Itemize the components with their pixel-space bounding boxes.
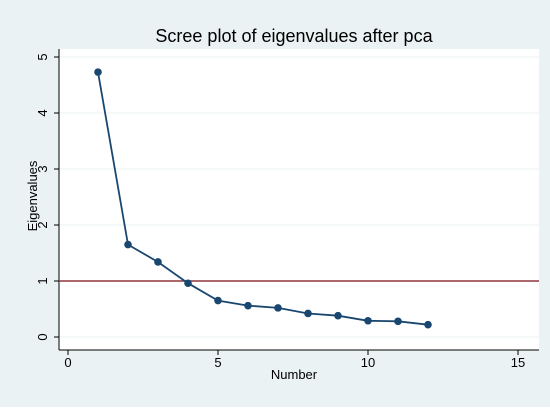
data-point	[274, 304, 282, 312]
data-point	[364, 316, 372, 325]
data-point	[304, 309, 312, 318]
y-tick-label: 3	[35, 165, 50, 172]
y-tick-label: 4	[35, 109, 50, 116]
plot-area	[59, 49, 539, 350]
y-tick-label: 1	[35, 277, 50, 284]
y-tick-label: 5	[35, 53, 50, 60]
y-tick-label: 0	[35, 333, 50, 340]
x-tick-label: 5	[214, 355, 221, 370]
x-tick-label: 15	[511, 355, 525, 370]
chart-title: Scree plot of eigenvalues after pca	[155, 26, 433, 46]
data-point	[124, 240, 132, 249]
x-tick-label: 10	[361, 355, 375, 370]
data-point	[184, 279, 192, 288]
data-point	[394, 317, 402, 326]
series-group	[94, 68, 432, 329]
y-tick-label: 2	[35, 221, 50, 228]
data-point	[154, 258, 162, 266]
axes: 0 1 2 3 4 5 0 5 10 15	[35, 49, 539, 370]
data-point	[334, 311, 342, 320]
x-tick-label: 0	[64, 355, 71, 370]
y-axis-label: Eigenvalues	[25, 160, 40, 231]
series-line	[97, 71, 429, 326]
x-axis-label: Number	[271, 367, 318, 382]
data-point	[244, 301, 252, 310]
data-point	[424, 320, 432, 329]
data-point	[94, 68, 102, 76]
data-point	[214, 296, 222, 305]
